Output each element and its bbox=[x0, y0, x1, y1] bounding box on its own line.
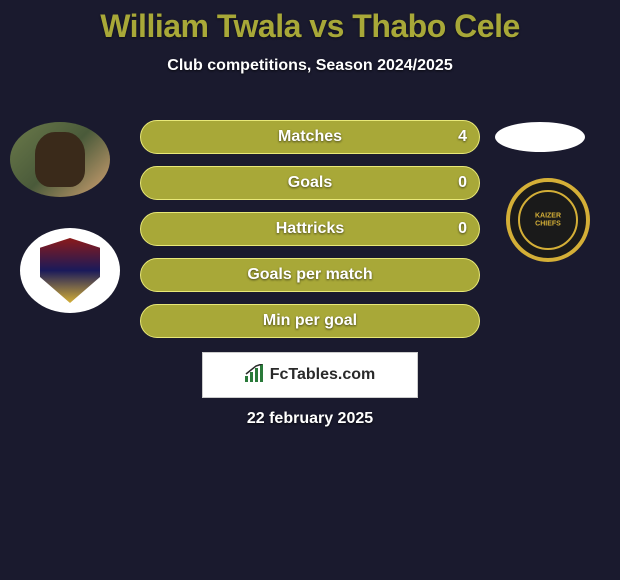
stat-label: Matches bbox=[278, 128, 342, 146]
stat-bar-hattricks: Hattricks 0 bbox=[140, 212, 480, 246]
club-badge-right: KAIZER CHIEFS bbox=[506, 178, 590, 262]
stat-bar-matches: Matches 4 bbox=[140, 120, 480, 154]
club-badge-left-shield bbox=[40, 238, 100, 303]
watermark-box: FcTables.com bbox=[202, 352, 418, 398]
comparison-date: 22 february 2025 bbox=[0, 410, 620, 428]
player1-photo bbox=[10, 122, 110, 197]
comparison-subtitle: Club competitions, Season 2024/2025 bbox=[0, 57, 620, 75]
stat-value: 0 bbox=[458, 220, 467, 238]
club-badge-left bbox=[20, 228, 120, 313]
comparison-title: William Twala vs Thabo Cele bbox=[0, 0, 620, 45]
stat-value: 4 bbox=[458, 128, 467, 146]
chart-icon bbox=[245, 364, 267, 387]
comparison-infographic: William Twala vs Thabo Cele Club competi… bbox=[0, 0, 620, 580]
stat-bar-mpg: Min per goal bbox=[140, 304, 480, 338]
stats-bars: Matches 4 Goals 0 Hattricks 0 Goals per … bbox=[140, 120, 480, 350]
stat-label: Goals bbox=[288, 174, 332, 192]
stat-value: 0 bbox=[458, 174, 467, 192]
stat-label: Hattricks bbox=[276, 220, 344, 238]
stat-label: Min per goal bbox=[263, 312, 357, 330]
stat-label: Goals per match bbox=[247, 266, 372, 284]
player2-placeholder bbox=[495, 122, 585, 152]
watermark-text: FcTables.com bbox=[270, 366, 376, 384]
watermark-logo: FcTables.com bbox=[245, 364, 376, 387]
stat-bar-gpm: Goals per match bbox=[140, 258, 480, 292]
stat-bar-goals: Goals 0 bbox=[140, 166, 480, 200]
club-badge-right-text: KAIZER CHIEFS bbox=[529, 212, 567, 227]
